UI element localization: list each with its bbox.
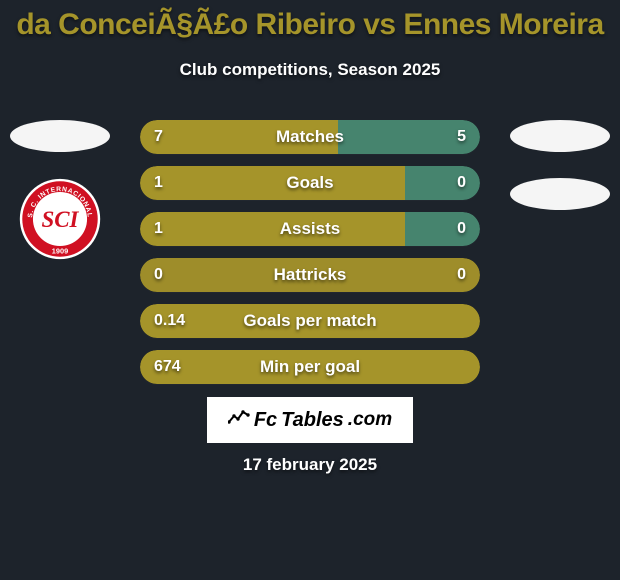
player-flag-placeholder: [510, 120, 610, 152]
club-badge-internacional: SCIS. C. INTERNACIONAL1909: [19, 178, 101, 260]
svg-text:1909: 1909: [52, 246, 68, 255]
chart-icon: [228, 408, 250, 433]
subtitle: Club competitions, Season 2025: [0, 60, 620, 80]
stat-row: Matches75: [140, 120, 480, 154]
badge-column-right: [510, 120, 610, 210]
svg-text:SCI: SCI: [41, 207, 79, 232]
stat-bar-left: [140, 304, 480, 338]
stat-bar-track: [140, 258, 480, 292]
stat-bar-right: [405, 212, 480, 246]
stat-bar-left: [140, 350, 480, 384]
stat-bar-left: [140, 212, 405, 246]
stat-bar-right: [405, 166, 480, 200]
stat-row: Goals per match0.14: [140, 304, 480, 338]
site-logo: FcTables.com: [207, 397, 413, 443]
date-text: 17 february 2025: [0, 455, 620, 475]
page-title: da ConceiÃ§Ã£o Ribeiro vs Ennes Moreira: [0, 0, 620, 42]
logo-text-fc: Fc: [254, 409, 277, 432]
stat-row: Assists10: [140, 212, 480, 246]
stat-row: Min per goal674: [140, 350, 480, 384]
logo-text-dotcom: .com: [348, 409, 392, 431]
stat-bar-left: [140, 120, 338, 154]
logo-text-tables: Tables: [281, 409, 344, 432]
player-flag-placeholder: [510, 178, 610, 210]
stat-bar-left: [140, 166, 405, 200]
stat-row: Hattricks00: [140, 258, 480, 292]
badge-column-left: SCIS. C. INTERNACIONAL1909: [10, 120, 110, 260]
stat-row: Goals10: [140, 166, 480, 200]
stat-bar-right: [338, 120, 480, 154]
comparison-bars: Matches75 Goals10 Assists10 Hattricks00 Goal…: [140, 120, 480, 384]
player-flag-placeholder: [10, 120, 110, 152]
